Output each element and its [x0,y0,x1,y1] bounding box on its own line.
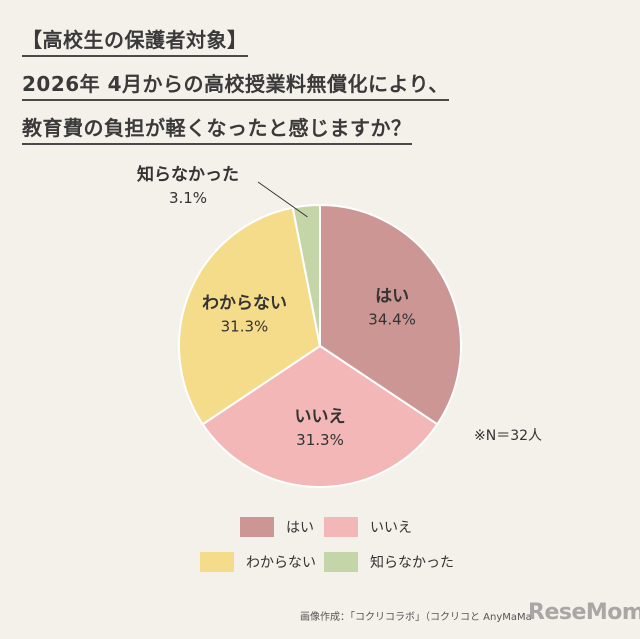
legend-item-shiranakatta: 知らなかった [324,552,454,572]
legend-swatch-shiranakatta [324,552,358,572]
image-credit: 画像作成：「コクリコラボ」（コクリコと AnyMaMa [300,612,532,623]
legend-label-hai: はい [286,520,314,536]
leader-line-shiranakatta [257,181,308,218]
sample-size-note: ※N＝32人 [474,428,543,444]
legend-swatch-wakaranai [200,552,234,572]
slice-label-wakaranai: わからない [202,294,287,314]
slice-value-shiranakatta: 3.1% [169,189,207,207]
legend-label-shiranakatta: 知らなかった [370,555,454,571]
legend-swatch-iie [324,517,358,537]
slice-label-iie: いいえ [295,407,346,427]
slice-label-hai: はい [375,286,409,306]
legend-item-wakaranai: わからない [200,552,316,572]
legend-item-iie: いいえ [324,517,412,537]
legend-item-hai: はい [240,517,314,537]
pie-slice-iie [201,344,439,488]
pie-slice-wakaranai [178,206,322,426]
legend-label-wakaranai: わからない [246,555,316,571]
resemom-watermark: ReseMom [528,600,640,625]
legend-label-iie: いいえ [370,520,412,536]
title-line-3: 教育費の負担が軽くなったと感じますか？ [22,112,412,145]
title-line-2: 2026年 4月からの高校授業料無償化により、 [22,68,449,101]
slice-value-wakaranai: 31.3% [221,318,269,336]
pie-slice-shiranakatta [291,203,321,347]
title-line-1: 【高校生の保護者対象】 [22,24,248,57]
slice-value-hai: 34.4% [368,310,416,328]
slice-value-iie: 31.3% [296,431,344,449]
legend-swatch-hai [240,517,274,537]
slice-label-shiranakatta: 知らなかった [136,164,239,185]
